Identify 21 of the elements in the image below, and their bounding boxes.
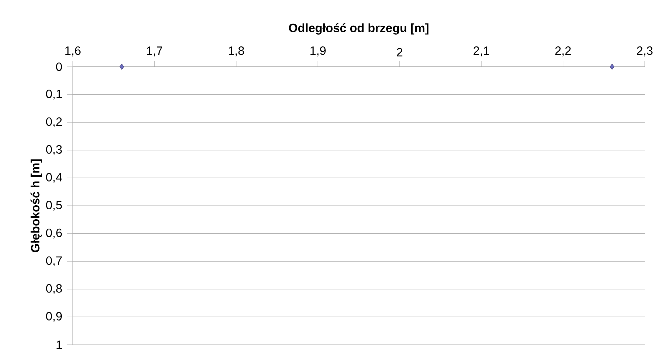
- x-tick-label: 1,6: [66, 46, 81, 57]
- y-tick-label: 0,6: [46, 228, 62, 239]
- y-tick-label: 0,1: [46, 90, 62, 100]
- x-tick-label: 1,7: [147, 46, 162, 57]
- y-tick-label: 0,2: [46, 118, 62, 128]
- x-tick-label: 1,9: [310, 46, 326, 57]
- x-tick-label: 1,8: [229, 46, 244, 57]
- y-tick-label: 1: [56, 340, 62, 350]
- y-tick-label: 0,7: [46, 256, 62, 267]
- y-tick-label: 0,4: [46, 173, 62, 184]
- y-tick-label: 0,8: [46, 284, 62, 294]
- y-axis-title: Głębokość h [m]: [30, 160, 42, 252]
- y-tick-label: 0,9: [46, 312, 62, 322]
- x-tick-label: 2,1: [474, 46, 490, 57]
- x-tick-label: 2: [397, 48, 403, 57]
- y-tick-label: 0,3: [46, 145, 62, 156]
- y-tick-label: 0: [56, 62, 62, 72]
- x-tick-label: 2,3: [637, 46, 653, 57]
- x-tick-label: 2,2: [556, 46, 572, 57]
- y-tick-label: 0,5: [46, 201, 62, 211]
- x-axis-title: Odległość od brzegu [m]: [289, 24, 429, 35]
